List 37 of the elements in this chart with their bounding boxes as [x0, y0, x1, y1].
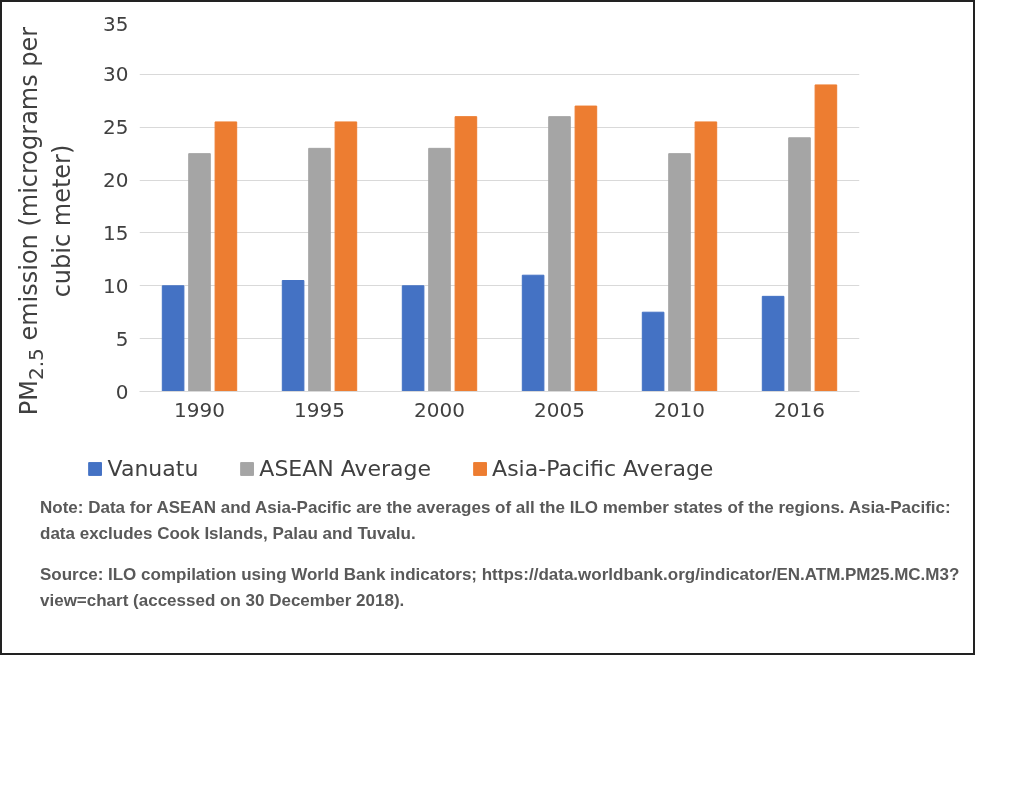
y-tick-label: 15: [103, 220, 129, 245]
bar: [814, 84, 838, 392]
bar: [694, 121, 718, 392]
y-tick-label: 10: [103, 273, 129, 298]
y-tick-label: 30: [103, 62, 129, 87]
bar: [401, 285, 425, 392]
legend-label: Vanuatu: [107, 455, 199, 481]
bar: [574, 105, 598, 392]
bar: [454, 116, 478, 392]
bar: [161, 285, 185, 392]
y-tick-label: 5: [115, 326, 129, 351]
x-tick-label: 1995: [294, 397, 345, 422]
y-tick-label: 35: [103, 11, 129, 36]
bar: [308, 147, 331, 392]
x-tick-label: 2016: [774, 397, 825, 422]
x-tick-label: 1990: [174, 397, 225, 422]
bar: [548, 116, 571, 392]
bar: [788, 137, 811, 392]
legend-label: ASEAN Average: [259, 455, 432, 481]
bar: [281, 280, 305, 392]
x-tick-label: 2000: [414, 397, 465, 422]
bar: [214, 121, 238, 392]
bar: [761, 295, 785, 392]
bar: [641, 311, 665, 392]
y-tick-label: 20: [103, 168, 129, 193]
bar: [668, 153, 691, 392]
bar: [188, 153, 211, 392]
y-tick-label: 25: [103, 115, 129, 140]
source-note: Source: ILO compilation using World Bank indicators; https://data.worldbank.org/indicator/EN.ATM.PM25.MC.M3?view=chart (accessed on 30 December 2018).: [40, 563, 960, 613]
legend-label: Asia-Pacific Average: [492, 455, 714, 481]
x-tick-label: 2010: [654, 397, 705, 422]
x-tick-label: 2005: [534, 397, 585, 422]
y-tick-label: 0: [115, 379, 129, 404]
bar: [428, 147, 451, 392]
bar: [334, 121, 358, 392]
bar: [521, 274, 545, 392]
text: Note: Data for ASEAN and Asia-Pacific are the averages of all the ILO member states of the regions. Asia-Pacific: data excludes Cook Islands, Palau and Tuvalu.: [40, 497, 952, 546]
